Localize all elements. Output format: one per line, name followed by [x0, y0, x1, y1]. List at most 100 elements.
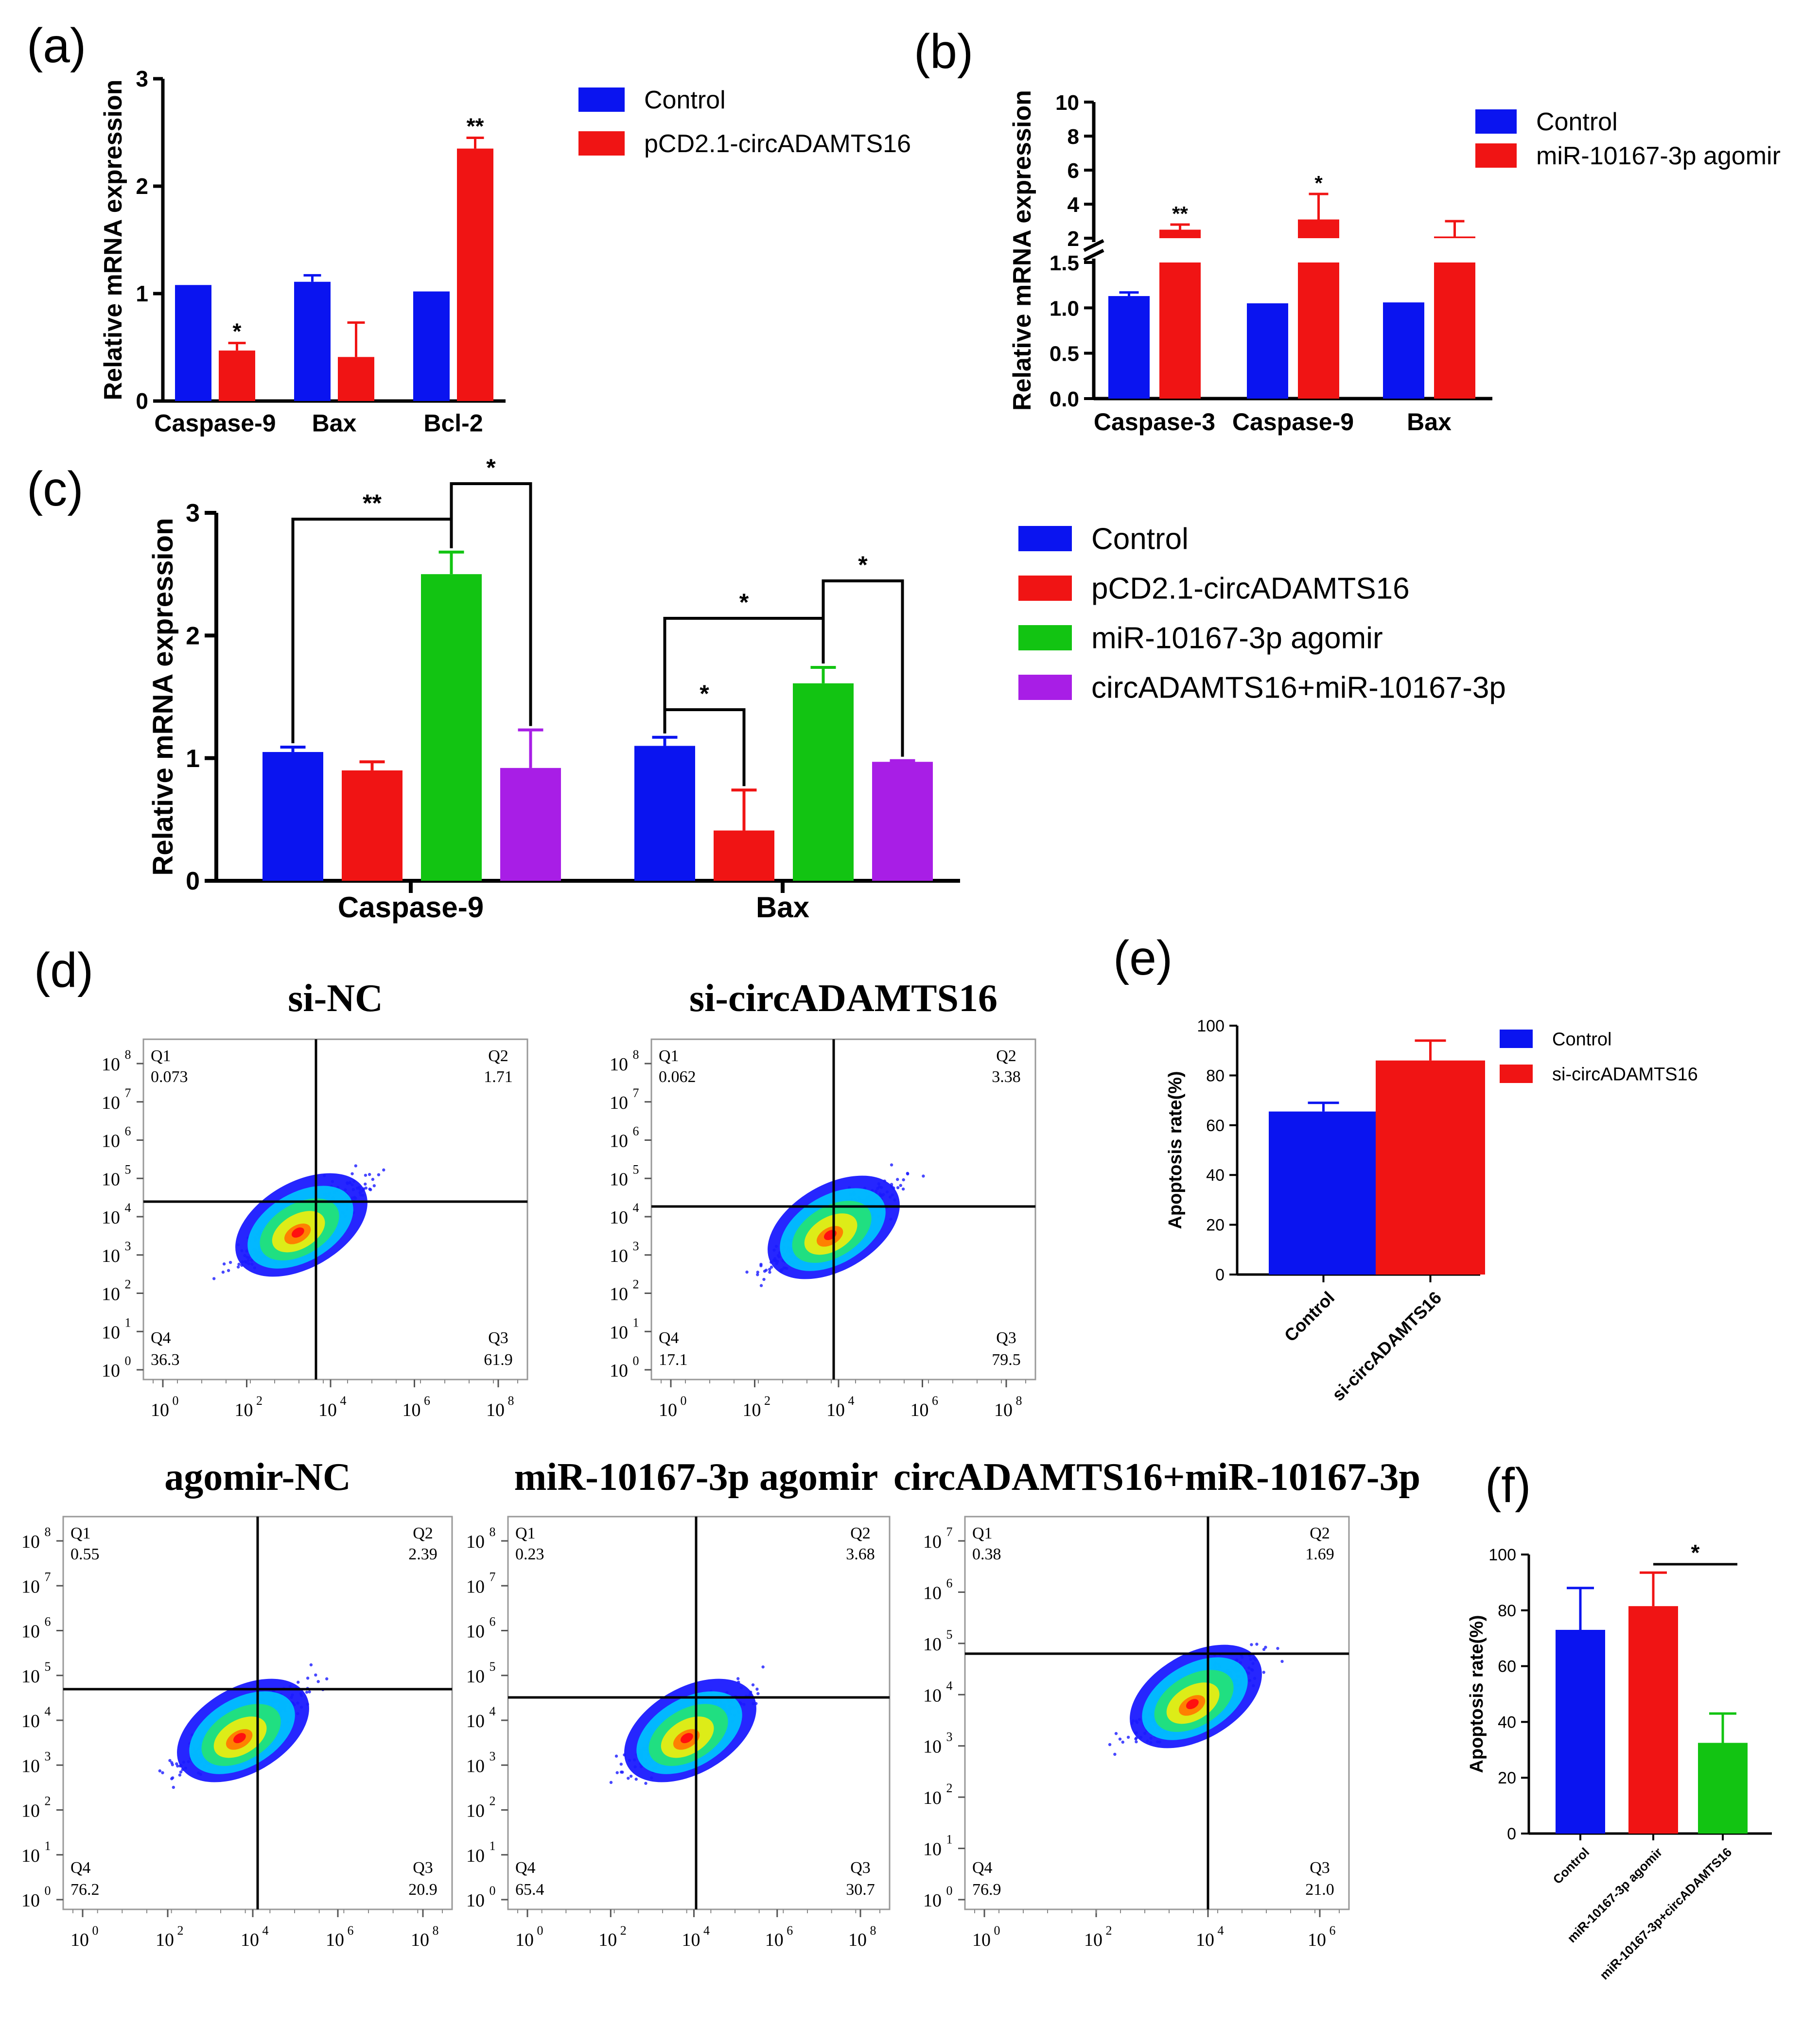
event-dot [228, 1260, 232, 1264]
legend-swatch [578, 131, 625, 156]
q4-value: 76.9 [972, 1881, 1001, 1899]
chart-f: 0 20 40 60 80 100 Apoptosis rate(%) ControlmiR-… [1467, 1540, 1772, 1982]
event-dot [368, 1172, 371, 1176]
x-tick-exp: 4 [848, 1394, 855, 1408]
bar [1628, 1606, 1678, 1834]
x-tick-exp: 8 [1016, 1394, 1022, 1408]
y-tick-base: 10 [610, 1361, 628, 1381]
event-dot [609, 1781, 613, 1784]
y-tick-label: 1 [136, 281, 148, 306]
event-dot [364, 1182, 367, 1186]
event-dot [1113, 1752, 1117, 1756]
event-dot [309, 1663, 313, 1667]
event-dot [768, 1268, 771, 1271]
q2-value: 1.69 [1305, 1545, 1334, 1563]
x-tick-exp: 2 [1106, 1923, 1112, 1938]
event-dot [1276, 1646, 1279, 1650]
x-tick-base: 10 [241, 1930, 259, 1950]
x-tick-base: 10 [318, 1400, 337, 1420]
plot-title: si-NC [288, 977, 383, 1020]
x-tick-base: 10 [151, 1400, 169, 1420]
axis-break [1083, 248, 1104, 262]
event-dot [1114, 1732, 1118, 1735]
y-tick-base: 10 [610, 1054, 628, 1075]
legend-label: pCD2.1-circADAMTS16 [644, 130, 911, 158]
legend-swatch [1475, 109, 1517, 134]
event-dot [1135, 1740, 1138, 1744]
event-dot [172, 1785, 175, 1789]
legend-swatch [1500, 1030, 1533, 1048]
y-tick-exp: 1 [633, 1315, 639, 1329]
plot-frame [142, 1038, 528, 1380]
y-tick-exp: 3 [125, 1239, 131, 1253]
y-tick-label: 0 [1507, 1825, 1516, 1843]
q2-value: 1.71 [484, 1068, 513, 1086]
x-tick-exp: 6 [348, 1923, 354, 1938]
event-dot [221, 1270, 225, 1274]
bar [500, 768, 561, 881]
bar-lower [1159, 262, 1201, 399]
event-dot [899, 1184, 902, 1187]
q4-value: 65.4 [515, 1881, 544, 1899]
y-tick-base: 10 [923, 1737, 942, 1757]
q1-label: Q1 [151, 1047, 171, 1065]
y-tick-base: 10 [21, 1622, 40, 1642]
event-dot [756, 1271, 759, 1274]
event-dot [755, 1687, 759, 1691]
y-tick-exp: 3 [45, 1749, 51, 1763]
y-tick-label: 6 [1068, 159, 1079, 183]
density-core [1186, 1699, 1199, 1710]
y-tick-label: 40 [1498, 1713, 1516, 1731]
y-tick-label: 40 [1206, 1166, 1225, 1185]
y-tick-exp: 5 [490, 1660, 496, 1674]
y-tick-label: 80 [1206, 1066, 1225, 1085]
legend-label: Control [1552, 1029, 1612, 1049]
x-tick-base: 10 [326, 1930, 344, 1950]
q4-label: Q4 [70, 1859, 91, 1877]
category-label: Caspase-9 [1232, 408, 1354, 436]
bar [413, 291, 450, 401]
event-dot [168, 1759, 172, 1763]
y-tick-label: 1 [186, 745, 200, 773]
y-tick-exp: 1 [946, 1833, 953, 1847]
event-dot [629, 1774, 633, 1778]
density-core [233, 1733, 246, 1744]
event-dot [890, 1163, 893, 1167]
x-tick-exp: 6 [787, 1923, 793, 1938]
y-tick-label: 0 [136, 388, 148, 414]
y-tick-exp: 8 [125, 1048, 131, 1062]
q3-value: 61.9 [484, 1351, 513, 1369]
bar [342, 770, 402, 881]
y-tick-base: 10 [102, 1054, 120, 1075]
significance-marker: * [700, 680, 709, 707]
event-dot [759, 1284, 763, 1287]
y-tick-label: 3 [136, 66, 148, 91]
y-tick-base: 10 [923, 1788, 942, 1808]
category-label: miR-10167-3p+circADAMTS16 [1597, 1845, 1734, 1982]
q1-value: 0.55 [70, 1545, 100, 1563]
x-tick-exp: 8 [508, 1394, 514, 1408]
y-tick-base: 10 [610, 1093, 628, 1113]
bar [634, 746, 695, 881]
legend-swatch [1018, 526, 1072, 551]
event-dot [901, 1187, 905, 1191]
event-dot [768, 1271, 771, 1274]
event-dot [364, 1186, 368, 1190]
x-tick-exp: 2 [764, 1394, 770, 1408]
legend-label: miR-10167-3p agomir [1091, 622, 1383, 655]
event-dot [305, 1691, 309, 1694]
significance-marker: * [858, 551, 868, 578]
category-label: Bax [1407, 408, 1452, 436]
event-dot [178, 1773, 182, 1777]
y-tick-exp: 5 [946, 1627, 953, 1642]
y-tick-base: 10 [21, 1666, 40, 1687]
legend-swatch [1018, 675, 1072, 700]
bar-upper [1434, 236, 1475, 238]
event-dot [1255, 1643, 1259, 1646]
y-tick-base: 10 [102, 1131, 120, 1152]
event-dot [1264, 1645, 1267, 1649]
y-tick-base: 10 [102, 1207, 120, 1228]
